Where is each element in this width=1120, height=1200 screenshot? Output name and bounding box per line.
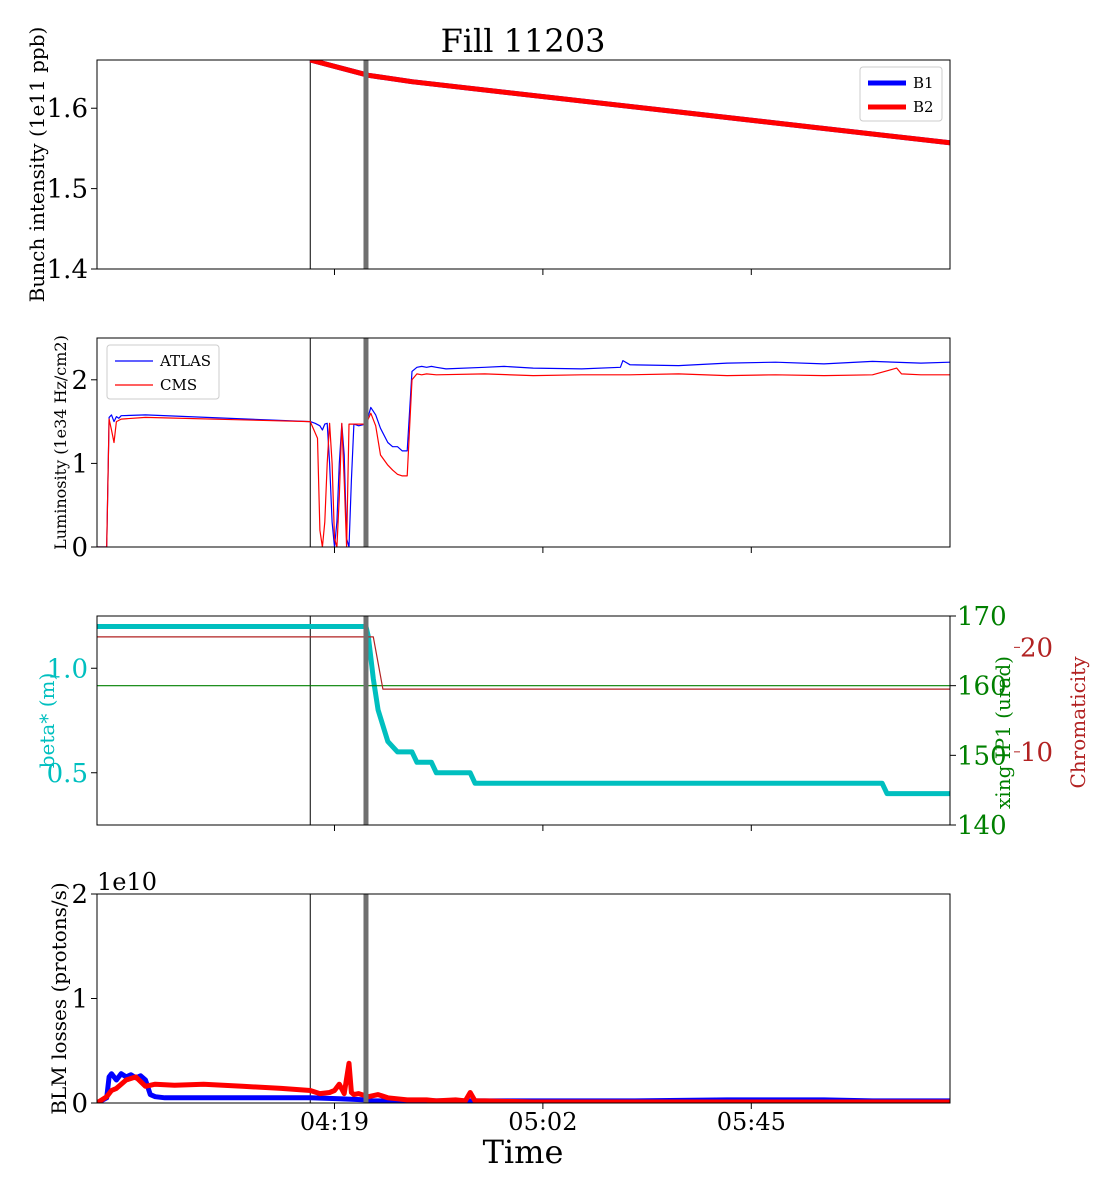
y-right2-axis-label: Chromaticity (1066, 656, 1090, 789)
figure-title: Fill 11203 (441, 22, 606, 60)
legend-label: CMS (160, 376, 197, 394)
y-axis-label: Bunch intensity (1e11 ppb) (25, 27, 49, 303)
y-right1-tick-label: 160 (957, 672, 1007, 702)
y-tick-label: 0 (71, 1089, 88, 1119)
axes-frame (96, 59, 951, 270)
y-tick-label: 2 (71, 880, 88, 910)
y-axis-label: beta* (m) (35, 673, 59, 769)
plot-area (97, 894, 950, 1103)
legend: ATLAS CMS (106, 344, 220, 400)
y-tick-label: 1.0 (47, 654, 88, 684)
y-axis-label: Luminosity (1e34 Hz/cm2) (51, 335, 70, 550)
y-right1-tick-label: 150 (957, 741, 1007, 771)
y-axis-label: BLM losses (protons/s) (47, 882, 71, 1114)
series-line-cms (97, 367, 950, 547)
y-tick-label: 1.4 (47, 255, 88, 285)
plot-area (309, 60, 950, 269)
y-tick-label: 0 (71, 533, 88, 563)
legend-label: B1 (913, 74, 934, 92)
x-tick-label: 05:02 (508, 1108, 577, 1136)
series-line-b2 (309, 60, 950, 146)
plot-area (97, 616, 950, 825)
plot-area (97, 338, 950, 547)
axes-frame (96, 337, 951, 548)
y-tick-label: 1 (71, 449, 88, 479)
y-right2-tick-label: 10 (1020, 738, 1053, 768)
axes-frame (96, 615, 951, 826)
y-tick-label: 1.6 (47, 94, 88, 124)
y-right1-tick-label: 140 (957, 811, 1007, 841)
series-line-chromaticity (97, 636, 950, 690)
y-tick-label: 2 (71, 366, 88, 396)
x-axis-label: Time (483, 1133, 564, 1171)
y-tick-label: 0.5 (47, 759, 88, 789)
panel-blm-losses: 0 1 2 04:19 05:02 05:45 BLM losses (protons/s)… (47, 868, 951, 1136)
x-tick-label: 04:19 (300, 1108, 369, 1136)
x-tick-label: 05:45 (717, 1108, 786, 1136)
series-line-b2 (97, 1060, 950, 1103)
y-right1-tick-label: 170 (957, 602, 1007, 632)
y-right2-tick-label: 20 (1020, 633, 1053, 663)
series-line-b1 (97, 1071, 950, 1103)
y-tick-label: 1 (71, 985, 88, 1015)
series-line-beta- (97, 624, 950, 797)
series-line-atlas (97, 360, 950, 547)
axes-frame (96, 893, 951, 1104)
legend-label: ATLAS (159, 352, 211, 370)
y-tick-label: 1.5 (47, 175, 88, 205)
y-right1-axis-label: xing IP1 (urad) (991, 656, 1015, 809)
y-offset-label: 1e10 (97, 868, 157, 896)
legend-label: B2 (913, 98, 934, 116)
